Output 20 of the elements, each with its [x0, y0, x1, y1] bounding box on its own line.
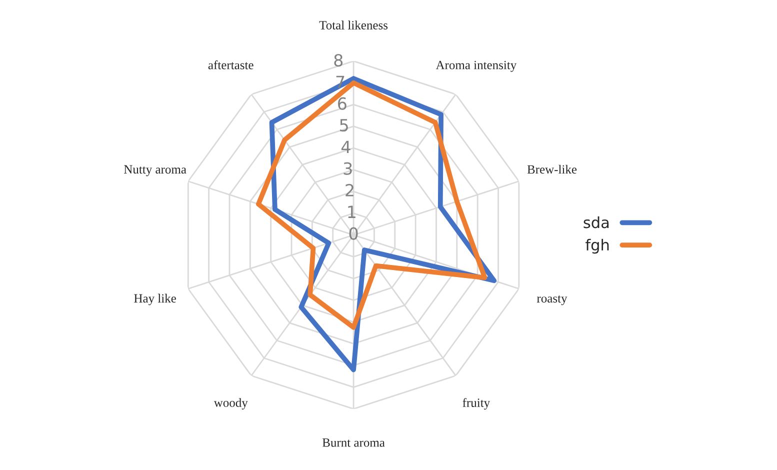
spoke-label: Burnt aroma: [322, 438, 385, 447]
spoke-label: woody: [214, 398, 248, 410]
spoke-label: Nutty aroma: [124, 165, 186, 176]
spoke-label: fruity: [462, 398, 490, 410]
spoke-label: roasty: [536, 295, 568, 306]
y-tick-label: 3: [344, 162, 352, 175]
y-tick-label: 2: [346, 184, 354, 196]
legend-label: sda: [584, 216, 609, 228]
spoke-label: Hay like: [134, 294, 176, 306]
y-tick-label: 8: [334, 54, 343, 67]
y-tick-label: 1: [348, 206, 356, 218]
spoke-label: Aroma intensity: [436, 60, 517, 72]
spoke-label: aftertaste: [208, 60, 254, 70]
y-tick-label: 6: [338, 97, 346, 110]
y-tick-label: 0: [349, 227, 358, 240]
y-tick-label: 4: [341, 140, 350, 153]
spoke-label: Total likeness: [319, 20, 388, 30]
y-tick-label: 5: [340, 119, 348, 132]
legend-label: fgh: [586, 238, 609, 254]
spoke-label: Brew-like: [527, 164, 577, 174]
